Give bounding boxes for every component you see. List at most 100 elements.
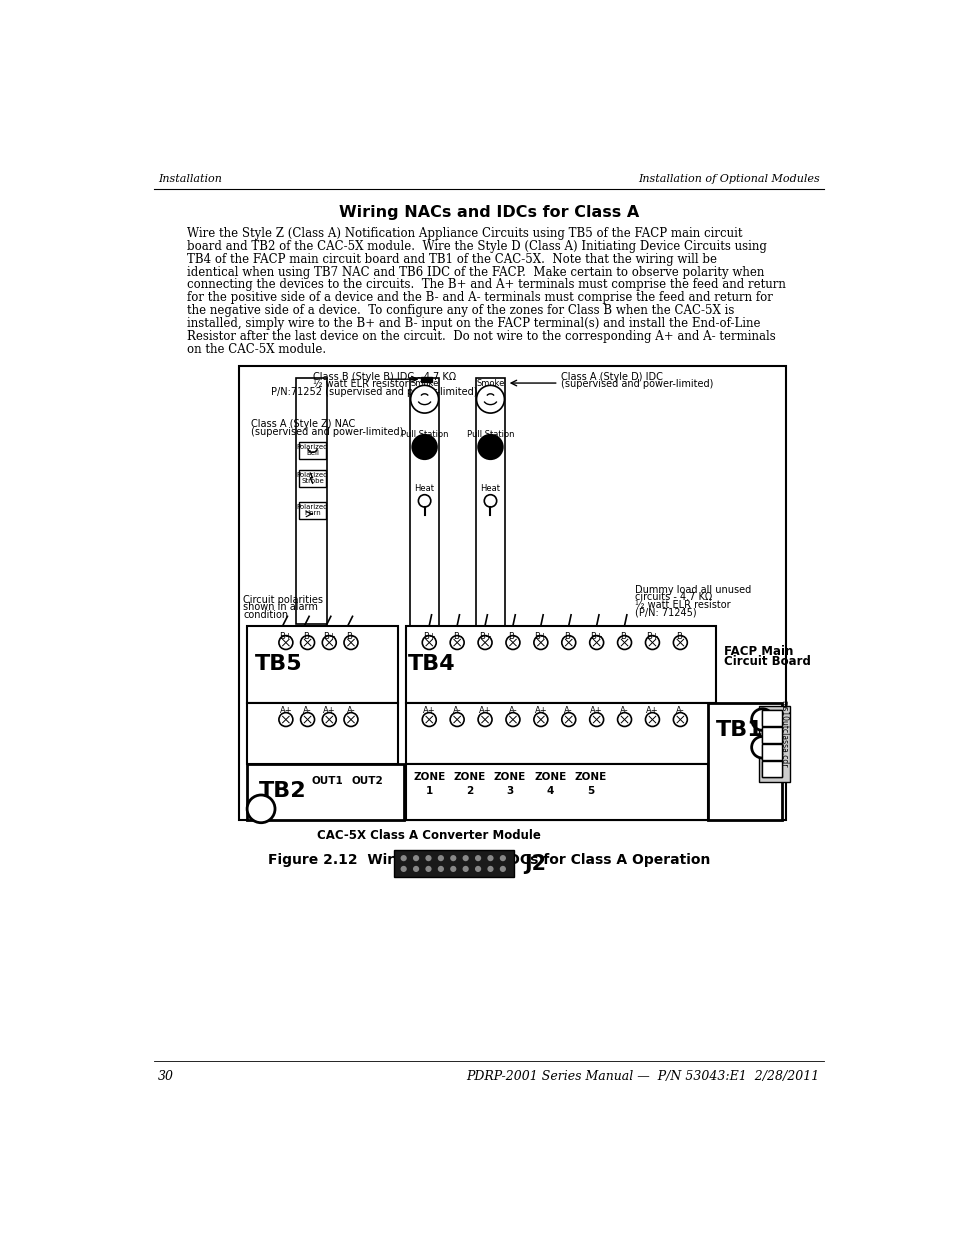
Circle shape: [413, 866, 418, 872]
Circle shape: [300, 636, 314, 650]
Text: ZONE: ZONE: [534, 772, 566, 782]
Circle shape: [476, 385, 504, 412]
Text: A+: A+: [478, 706, 491, 715]
Circle shape: [437, 866, 443, 872]
Bar: [758, 706, 789, 782]
Bar: [298, 503, 326, 520]
Text: A+: A+: [534, 706, 547, 715]
Text: Pull Station: Pull Station: [400, 430, 448, 438]
Circle shape: [413, 855, 418, 861]
Circle shape: [462, 866, 468, 872]
Text: PDRP-2001 Series Manual —  P/N 53043:E1  2/28/2011: PDRP-2001 Series Manual — P/N 53043:E1 2…: [466, 1070, 819, 1083]
Circle shape: [484, 495, 497, 508]
Text: TB5: TB5: [254, 655, 302, 674]
Text: A-: A-: [676, 706, 684, 715]
Text: condition: condition: [243, 610, 288, 620]
Bar: [761, 745, 781, 760]
Bar: [476, 378, 505, 637]
Text: Bell: Bell: [306, 450, 318, 456]
Bar: [761, 761, 781, 777]
Circle shape: [561, 713, 575, 726]
Text: for the positive side of a device and the B- and A- terminals must comprise the : for the positive side of a device and th…: [187, 291, 773, 304]
Text: Horn: Horn: [304, 510, 320, 516]
Text: A-: A-: [508, 706, 517, 715]
Bar: [298, 442, 326, 459]
Bar: [761, 761, 781, 777]
Text: B-: B-: [619, 632, 628, 641]
Text: 3: 3: [506, 785, 513, 795]
Circle shape: [673, 713, 686, 726]
Text: identical when using TB7 NAC and TB6 IDC of the FACP.  Make certain to observe p: identical when using TB7 NAC and TB6 IDC…: [187, 266, 764, 279]
Circle shape: [300, 713, 314, 726]
Bar: [761, 727, 781, 742]
Text: Polarized: Polarized: [296, 443, 328, 450]
Text: Figure 2.12  Wiring NACs and IDCs for Class A Operation: Figure 2.12 Wiring NACs and IDCs for Cla…: [268, 852, 709, 867]
Text: Heat: Heat: [480, 484, 500, 493]
Text: Smoke: Smoke: [476, 379, 504, 388]
Text: Installation of Optional Modules: Installation of Optional Modules: [638, 174, 819, 184]
Text: A-: A-: [346, 706, 355, 715]
Text: B+: B+: [590, 632, 602, 641]
Circle shape: [450, 713, 464, 726]
Text: A+: A+: [645, 706, 659, 715]
Text: Strobe: Strobe: [301, 478, 324, 484]
Text: A+: A+: [279, 706, 292, 715]
Circle shape: [477, 435, 502, 459]
Text: ZONE: ZONE: [413, 772, 445, 782]
Text: TB4 of the FACP main circuit board and TB1 of the CAC-5X.  Note that the wiring : TB4 of the FACP main circuit board and T…: [187, 253, 717, 266]
Text: B-: B-: [564, 632, 573, 641]
Circle shape: [499, 855, 505, 861]
Circle shape: [410, 385, 438, 412]
Circle shape: [751, 709, 773, 730]
Circle shape: [475, 866, 480, 872]
Text: Circuit polarities: Circuit polarities: [243, 595, 323, 605]
Text: Class B (Style B) IDC - 4.7 KΩ: Class B (Style B) IDC - 4.7 KΩ: [313, 372, 456, 382]
Bar: [761, 727, 781, 742]
Text: (P/N: 71245): (P/N: 71245): [634, 608, 696, 618]
Text: 30: 30: [158, 1070, 173, 1083]
Text: A-: A-: [619, 706, 628, 715]
Text: on the CAC-5X module.: on the CAC-5X module.: [187, 343, 326, 356]
Circle shape: [425, 866, 431, 872]
Circle shape: [278, 636, 293, 650]
Text: A-: A-: [453, 706, 461, 715]
Circle shape: [475, 855, 480, 861]
Text: B+: B+: [534, 632, 547, 641]
Text: Heat: Heat: [415, 484, 435, 493]
Text: circuits - 4.7 KΩ: circuits - 4.7 KΩ: [634, 593, 711, 603]
Circle shape: [400, 855, 406, 861]
Circle shape: [487, 866, 493, 872]
Circle shape: [505, 713, 519, 726]
Text: Dummy load all unused: Dummy load all unused: [634, 585, 750, 595]
Text: board and TB2 of the CAC-5X module.  Wire the Style D (Class A) Initiating Devic: board and TB2 of the CAC-5X module. Wire…: [187, 240, 766, 253]
Text: ½ watt ELR resistor: ½ watt ELR resistor: [634, 600, 729, 610]
Text: Circuit Board: Circuit Board: [723, 655, 810, 668]
Text: connecting the devices to the circuits.  The B+ and A+ terminals must comprise t: connecting the devices to the circuits. …: [187, 278, 785, 291]
Circle shape: [673, 636, 686, 650]
Bar: [761, 745, 781, 760]
Text: B+: B+: [322, 632, 335, 641]
Circle shape: [534, 713, 547, 726]
Text: Polarized: Polarized: [296, 504, 328, 510]
Text: B+: B+: [422, 632, 436, 641]
Circle shape: [322, 636, 335, 650]
Text: ZONE: ZONE: [494, 772, 525, 782]
Bar: [761, 710, 781, 726]
Text: the negative side of a device.  To configure any of the zones for Class B when t: the negative side of a device. To config…: [187, 304, 734, 317]
Circle shape: [561, 636, 575, 650]
Text: ZONE: ZONE: [574, 772, 606, 782]
Text: B+: B+: [478, 632, 491, 641]
Text: Wire the Style Z (Class A) Notification Appliance Circuits using TB5 of the FACP: Wire the Style Z (Class A) Notification …: [187, 227, 742, 240]
Circle shape: [422, 713, 436, 726]
Circle shape: [437, 855, 443, 861]
Circle shape: [645, 636, 659, 650]
Circle shape: [462, 855, 468, 861]
Text: B-: B-: [676, 632, 684, 641]
Text: ZONE: ZONE: [453, 772, 485, 782]
Text: Class A (Style D) IDC: Class A (Style D) IDC: [560, 372, 662, 382]
Circle shape: [418, 495, 431, 508]
Bar: [410, 378, 439, 637]
Circle shape: [450, 866, 456, 872]
Circle shape: [322, 713, 335, 726]
Bar: [247, 764, 404, 820]
